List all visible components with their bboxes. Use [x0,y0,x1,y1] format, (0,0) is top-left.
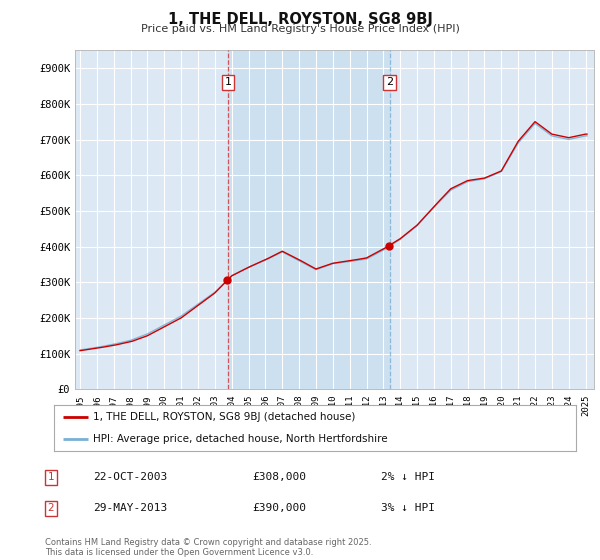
Text: 22-OCT-2003: 22-OCT-2003 [93,472,167,482]
Bar [228,50,389,389]
Text: 1, THE DELL, ROYSTON, SG8 9BJ (detached house): 1, THE DELL, ROYSTON, SG8 9BJ (detached … [93,412,356,422]
Text: 29-MAY-2013: 29-MAY-2013 [93,503,167,514]
Text: Contains HM Land Registry data © Crown copyright and database right 2025.
This d: Contains HM Land Registry data © Crown c… [45,538,371,557]
Text: 2% ↓ HPI: 2% ↓ HPI [381,472,435,482]
Text: 2: 2 [386,77,393,87]
Text: 1: 1 [47,472,55,482]
Text: 1: 1 [224,77,232,87]
Text: HPI: Average price, detached house, North Hertfordshire: HPI: Average price, detached house, Nort… [93,435,388,444]
Text: 2: 2 [47,503,55,514]
Text: 1, THE DELL, ROYSTON, SG8 9BJ: 1, THE DELL, ROYSTON, SG8 9BJ [167,12,433,27]
Text: Price paid vs. HM Land Registry's House Price Index (HPI): Price paid vs. HM Land Registry's House … [140,24,460,34]
Text: £308,000: £308,000 [252,472,306,482]
Text: £390,000: £390,000 [252,503,306,514]
Text: 3% ↓ HPI: 3% ↓ HPI [381,503,435,514]
